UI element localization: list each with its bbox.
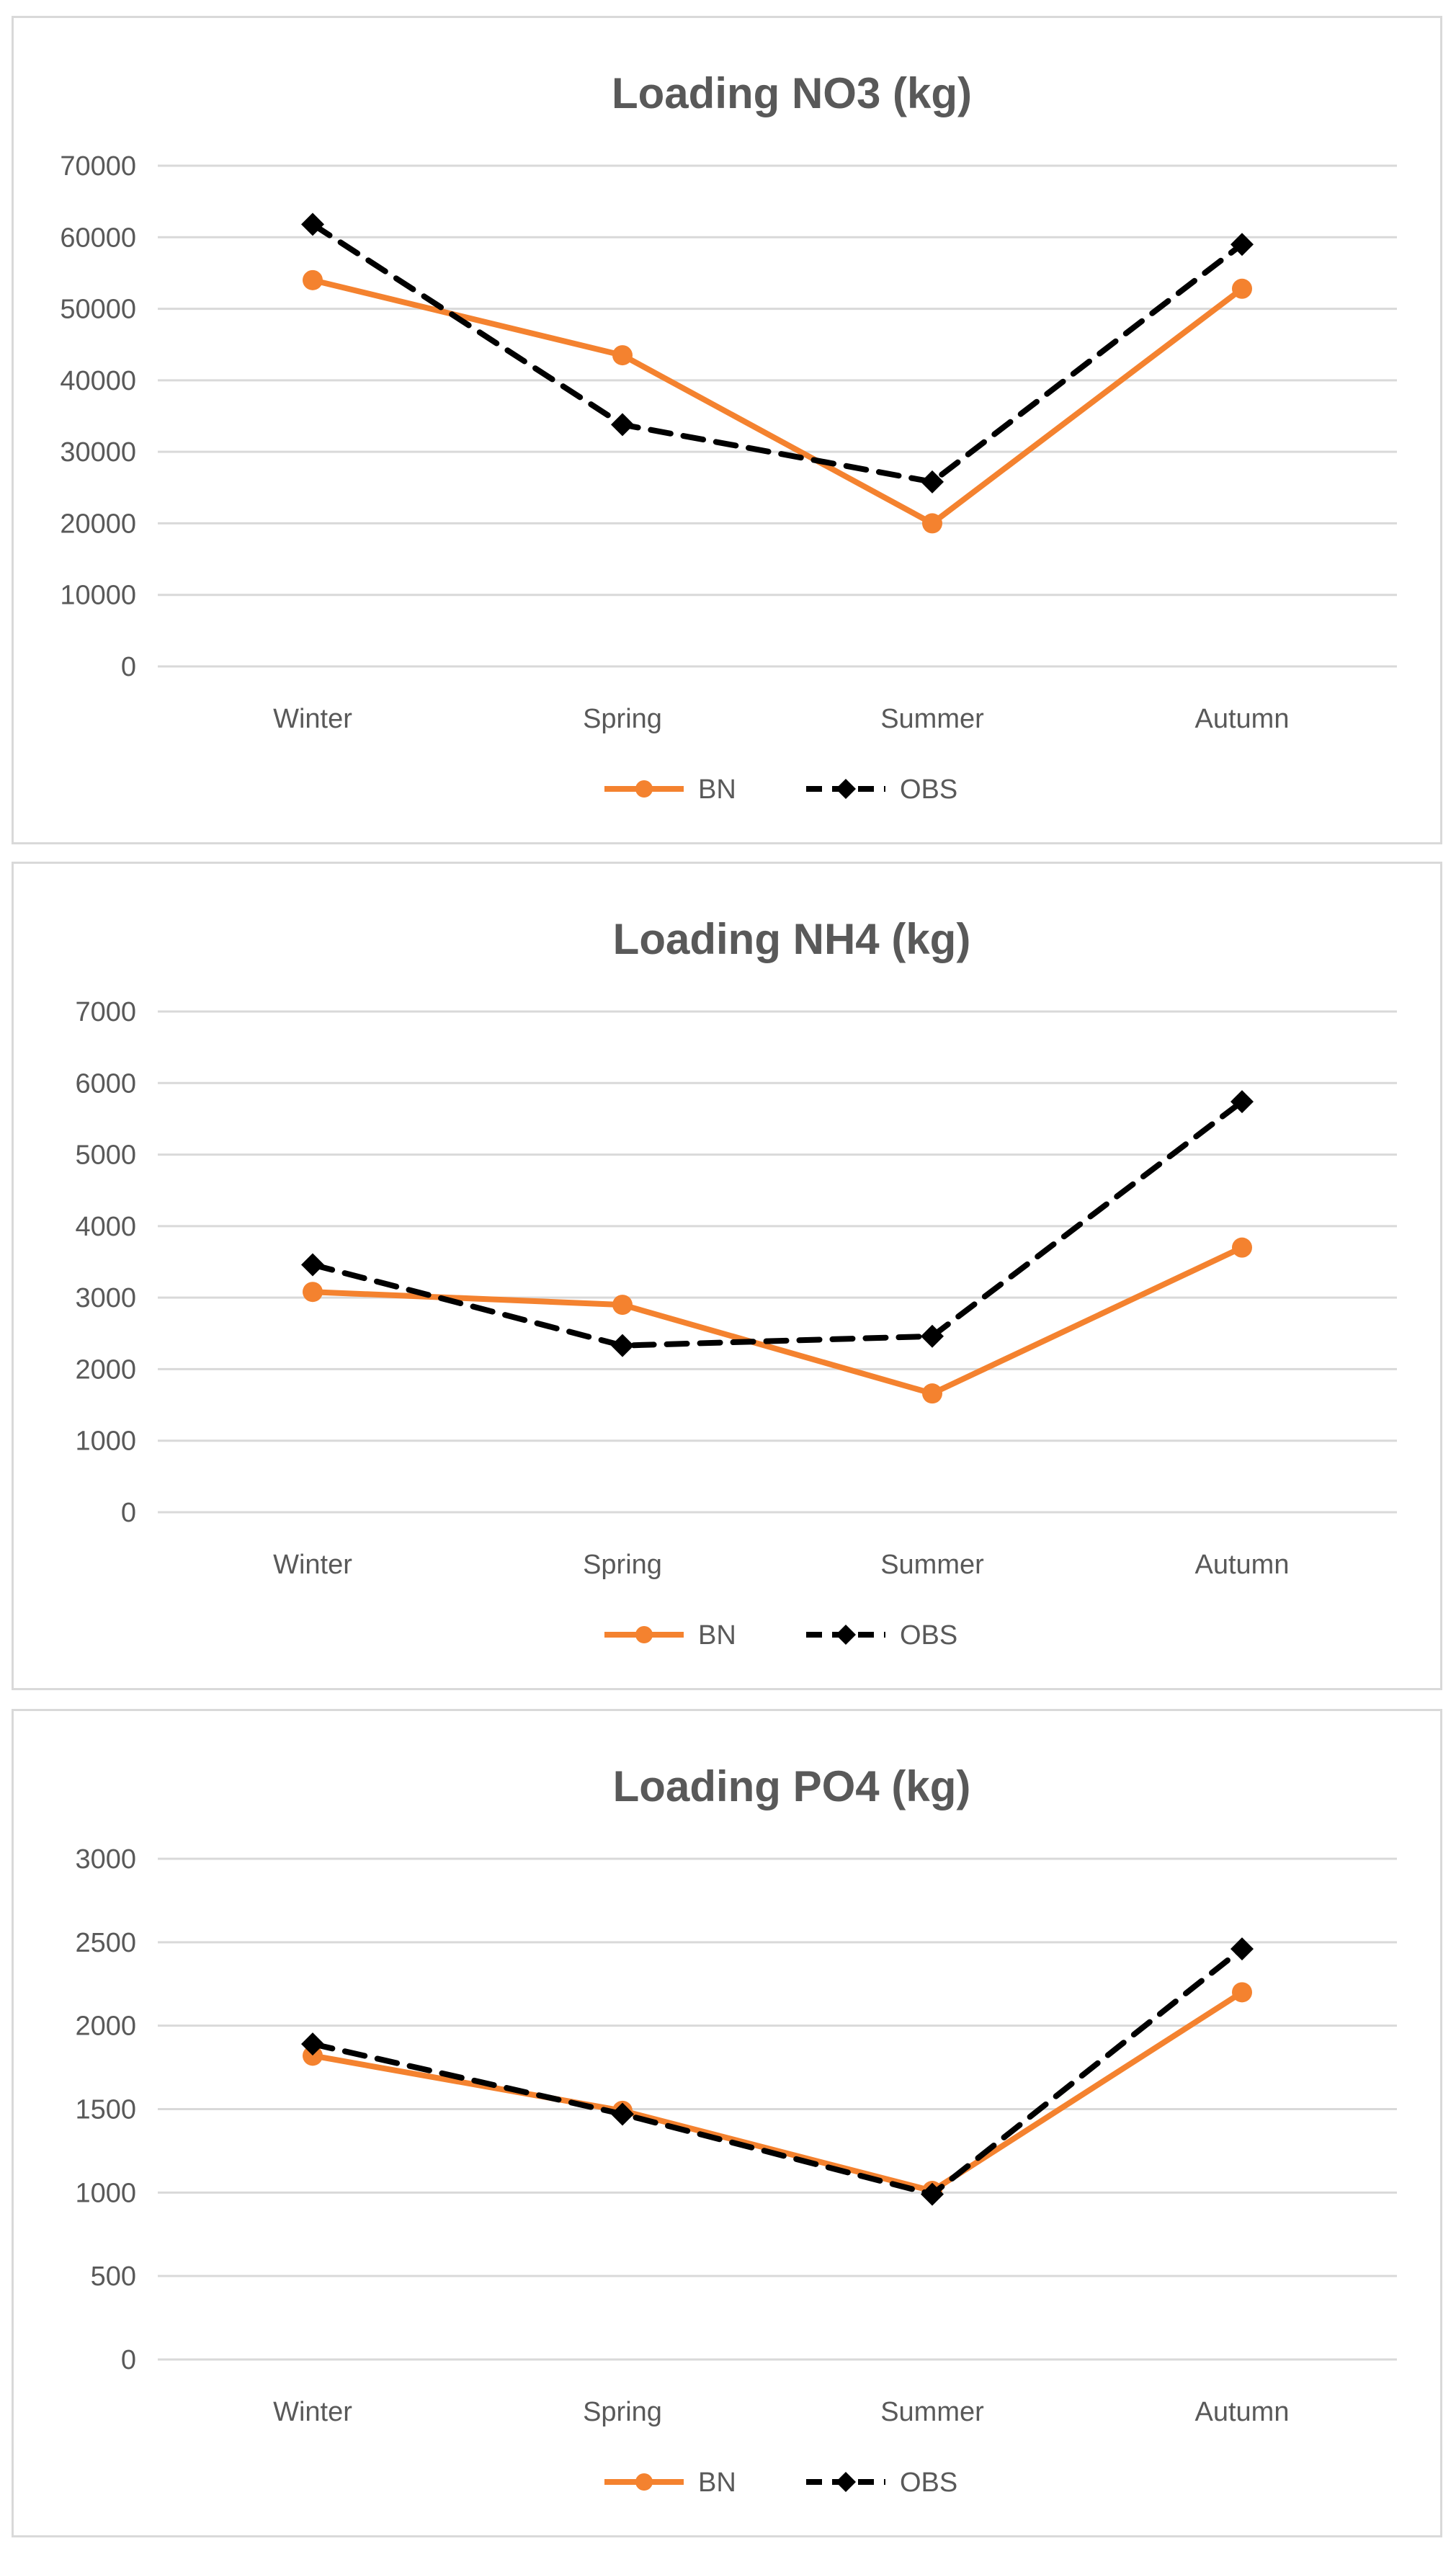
chart-title: Loading NO3 (kg) (612, 69, 972, 117)
y-tick-label: 0 (121, 2345, 136, 2375)
y-tick-label: 30000 (60, 437, 136, 468)
legend-label: OBS (900, 1620, 957, 1651)
chart-title: Loading PO4 (kg) (613, 1762, 971, 1810)
y-tick-label: 1000 (75, 2178, 136, 2208)
legend-marker-bn (635, 2473, 653, 2491)
series-line-obs (310, 221, 1245, 485)
x-tick-label: Winter (273, 1550, 352, 1580)
y-tick-label: 60000 (60, 223, 136, 253)
data-point-bn (303, 2045, 323, 2066)
data-point-bn (922, 513, 942, 534)
y-tick-label: 50000 (60, 295, 136, 325)
data-point-obs (611, 413, 634, 437)
y-tick-label: 40000 (60, 366, 136, 396)
data-point-obs (301, 1253, 324, 1277)
line-chart: Loading PO4 (kg) 0 500 1000 1500 2000 2500 3000… (75, 1762, 1397, 2498)
data-point-obs (301, 2032, 324, 2056)
series-line-bn (310, 1244, 1245, 1397)
data-point-bn (922, 1383, 942, 1404)
y-tick-label: 6000 (75, 1068, 136, 1099)
y-tick-label: 1000 (75, 1426, 136, 1457)
series-line-bn (310, 1989, 1245, 2194)
legend-marker-bn (635, 780, 653, 798)
data-point-bn (303, 269, 323, 290)
legend-label: BN (698, 1620, 736, 1651)
y-tick-label: 3000 (75, 1844, 136, 1875)
x-tick-label: Summer (880, 1550, 984, 1580)
legend-marker-bn (635, 1626, 653, 1643)
data-point-obs (921, 470, 944, 494)
data-point-obs (921, 1324, 944, 1348)
y-tick-label: 2000 (75, 1354, 136, 1385)
data-point-bn (1232, 278, 1252, 299)
y-tick-label: 70000 (60, 151, 136, 182)
data-point-bn (1232, 1982, 1252, 2003)
series-line-obs (310, 1946, 1245, 2197)
data-point-bn (612, 1295, 633, 1316)
y-tick-label: 3000 (75, 1283, 136, 1313)
y-tick-label: 7000 (75, 997, 136, 1027)
x-tick-label: Summer (880, 2397, 984, 2427)
chart-title: Loading NH4 (kg) (613, 915, 971, 963)
y-tick-label: 1500 (75, 2095, 136, 2125)
line-chart: Loading NO3 (kg) 0 10000 20000 30000 40000 500… (60, 69, 1397, 805)
data-point-obs (1231, 233, 1254, 256)
data-point-bn (612, 345, 633, 366)
chart-panel-po4: Loading PO4 (kg) 0 500 1000 1500 2000 2500 3000… (12, 1709, 1442, 2537)
data-point-obs (611, 2102, 634, 2126)
y-tick-label: 10000 (60, 581, 136, 611)
data-point-obs (1231, 1937, 1254, 1961)
series-line-bn (310, 277, 1245, 527)
y-tick-label: 2000 (75, 2012, 136, 2042)
x-tick-label: Spring (583, 704, 662, 734)
line-chart: Loading NH4 (kg) 0 1000 2000 3000 4000 5000 600… (75, 915, 1397, 1651)
legend-label: BN (698, 2468, 736, 2498)
legend-marker-obs (836, 2472, 856, 2492)
y-tick-label: 4000 (75, 1212, 136, 1242)
y-tick-label: 500 (91, 2261, 136, 2292)
data-point-obs (611, 1334, 634, 1357)
data-point-obs (921, 2182, 944, 2206)
x-tick-label: Winter (273, 2397, 352, 2427)
legend-label: BN (698, 774, 736, 805)
y-tick-label: 0 (121, 652, 136, 682)
x-tick-label: Spring (583, 1550, 662, 1580)
data-point-bn (1232, 1237, 1252, 1258)
x-tick-label: Autumn (1195, 2397, 1290, 2427)
x-tick-label: Summer (880, 704, 984, 734)
chart-panel-nh4: Loading NH4 (kg) 0 1000 2000 3000 4000 5000 600… (12, 862, 1442, 1690)
legend-label: OBS (900, 2468, 957, 2498)
data-point-bn (303, 1282, 323, 1303)
x-tick-label: Spring (583, 2397, 662, 2427)
series-line-obs (310, 1099, 1245, 1349)
data-point-obs (301, 213, 324, 236)
chart-panel-no3: Loading NO3 (kg) 0 10000 20000 30000 40000 500… (12, 16, 1442, 844)
x-tick-label: Autumn (1195, 704, 1290, 734)
y-tick-label: 0 (121, 1498, 136, 1528)
legend-marker-obs (836, 1625, 856, 1645)
x-tick-label: Autumn (1195, 1550, 1290, 1580)
legend-marker-obs (836, 779, 856, 799)
y-tick-label: 5000 (75, 1140, 136, 1171)
data-point-obs (1231, 1090, 1254, 1114)
y-tick-label: 2500 (75, 1928, 136, 1958)
legend-label: OBS (900, 774, 957, 805)
y-tick-label: 20000 (60, 509, 136, 539)
x-tick-label: Winter (273, 704, 352, 734)
